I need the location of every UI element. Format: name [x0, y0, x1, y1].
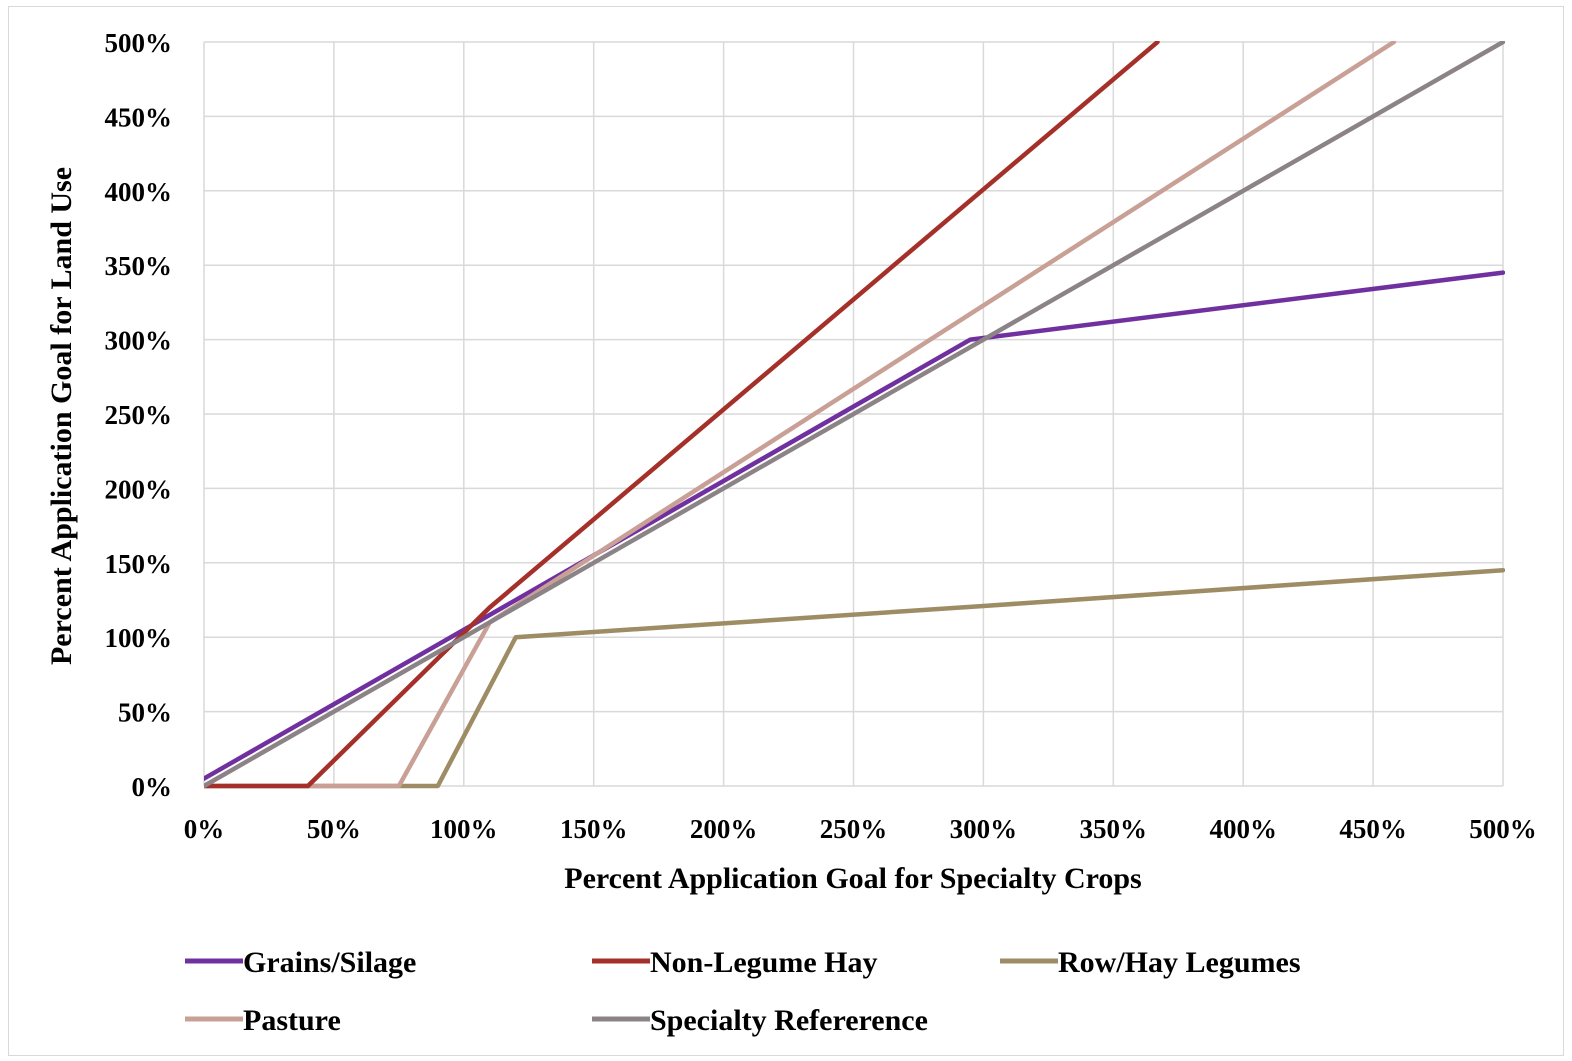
- x-tick-label: 350%: [1080, 814, 1148, 844]
- grid-lines: [203, 41, 1504, 787]
- y-tick-label: 250%: [105, 400, 173, 430]
- legend-label: Non-Legume Hay: [650, 946, 878, 979]
- y-tick-label: 300%: [105, 326, 173, 356]
- legend: Grains/Silage Non-Legume Hay Row/Hay Legum…: [185, 946, 1301, 1037]
- x-tick-labels: 0% 50% 100% 150% 200% 250% 300% 350% 400% 450% 500…: [184, 814, 1537, 844]
- x-tick-label: 0%: [184, 814, 225, 844]
- y-tick-label: 150%: [105, 549, 173, 579]
- y-tick-label: 450%: [105, 102, 173, 132]
- legend-label: Row/Hay Legumes: [1058, 946, 1301, 979]
- y-tick-label: 0%: [132, 772, 173, 802]
- y-tick-label: 50%: [118, 698, 172, 728]
- y-tick-labels: 0% 50% 100% 150% 200% 250% 300% 350% 400% 450% 500…: [105, 28, 173, 802]
- legend-label: Specialty Refererence: [650, 1004, 928, 1037]
- x-tick-label: 150%: [560, 814, 628, 844]
- x-tick-label: 100%: [430, 814, 498, 844]
- y-tick-label: 400%: [105, 177, 173, 207]
- x-tick-label: 250%: [820, 814, 888, 844]
- series-line-specialty-refererence: [204, 41, 1505, 789]
- x-tick-label: 200%: [690, 814, 758, 844]
- x-tick-label: 500%: [1469, 814, 1537, 844]
- y-tick-label: 200%: [105, 474, 173, 504]
- legend-label: Grains/Silage: [243, 946, 416, 979]
- series-lines: [204, 41, 1505, 789]
- x-tick-label: 400%: [1209, 814, 1277, 844]
- series-line-grains-silage: [204, 270, 1505, 781]
- y-tick-label: 100%: [105, 623, 173, 653]
- x-tick-label: 50%: [307, 814, 361, 844]
- legend-label: Pasture: [243, 1004, 341, 1037]
- x-tick-label: 300%: [950, 814, 1018, 844]
- y-tick-label: 500%: [105, 28, 173, 58]
- chart-frame: [8, 6, 1564, 1056]
- x-tick-label: 450%: [1339, 814, 1407, 844]
- x-axis-title: Percent Application Goal for Specialty C…: [564, 862, 1142, 895]
- series-line-non-legume-hay: [204, 41, 1160, 789]
- y-axis-title: Percent Application Goal for Land Use: [45, 167, 78, 665]
- y-tick-label: 350%: [105, 251, 173, 281]
